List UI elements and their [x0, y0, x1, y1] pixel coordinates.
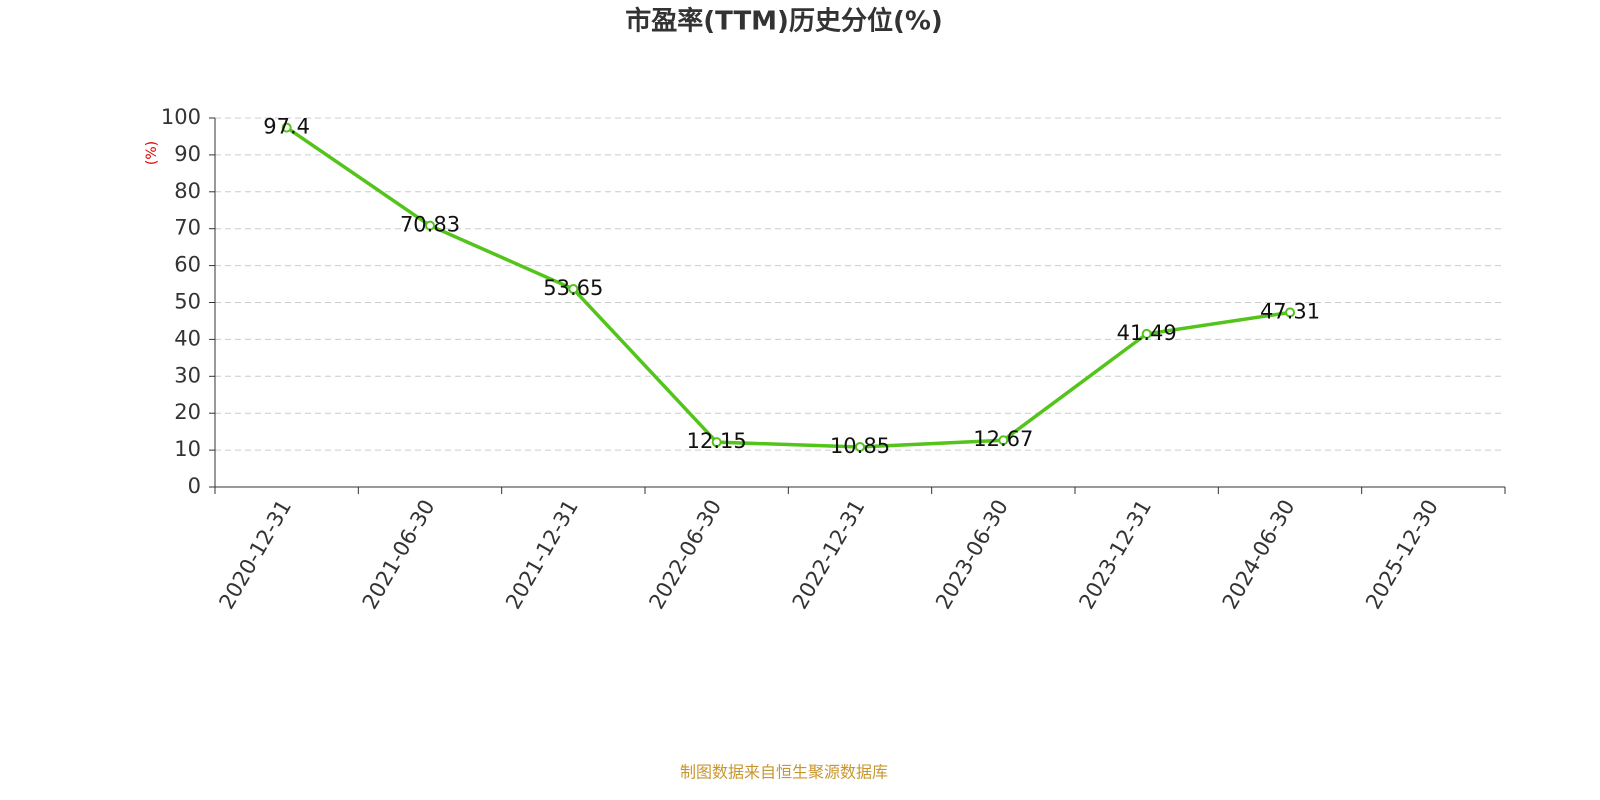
y-tick-label: 10 [174, 437, 201, 461]
data-label: 12.67 [973, 427, 1033, 451]
data-point [711, 437, 722, 448]
x-tick-label: 2023-12-31 [1074, 496, 1156, 614]
data-label: 53.65 [543, 276, 603, 300]
y-tick-label: 60 [174, 253, 201, 277]
y-tick-label: 40 [174, 326, 201, 350]
y-tick-label: 80 [174, 179, 201, 203]
data-label: 70.83 [400, 213, 460, 237]
data-point [568, 284, 579, 295]
data-label: 12.15 [687, 429, 747, 453]
x-tick-label: 2022-06-30 [644, 496, 726, 614]
chart-title: 市盈率(TTM)历史分位(%) [625, 6, 943, 37]
data-point [998, 435, 1009, 446]
data-label: 41.49 [1117, 321, 1177, 345]
data-line [285, 126, 1291, 449]
x-tick-label: 2023-06-30 [931, 495, 1013, 613]
data-label: 10.85 [830, 434, 890, 458]
x-tick-label: 2022-12-31 [788, 496, 870, 614]
data-point [425, 220, 435, 231]
y-tick-label: 0 [188, 474, 201, 498]
x-tick-label: 2024-06-30 [1218, 496, 1300, 614]
y-tick-label: 100 [161, 105, 201, 129]
data-label: 47.31 [1260, 299, 1320, 323]
data-point [855, 441, 865, 452]
y-tick-label: 90 [174, 142, 201, 166]
data-point [281, 122, 292, 133]
data-point [1285, 307, 1295, 318]
source-note: 制图数据来自恒生聚源数据库 [680, 763, 888, 782]
x-tick-label: 2021-12-31 [501, 496, 583, 614]
y-tick-label: 70 [174, 216, 201, 240]
y-tick-label: 30 [174, 363, 201, 387]
data-label: 97.4 [263, 115, 310, 139]
x-tick-label: 2021-06-30 [358, 496, 440, 614]
y-tick-label: 50 [174, 290, 201, 314]
x-tick-label: 2025-12-30 [1361, 496, 1443, 614]
y-axis-label: (%) [144, 141, 160, 165]
x-tick-label: 2020-12-31 [214, 496, 296, 614]
y-tick-label: 20 [174, 400, 201, 424]
data-point [1141, 328, 1152, 339]
